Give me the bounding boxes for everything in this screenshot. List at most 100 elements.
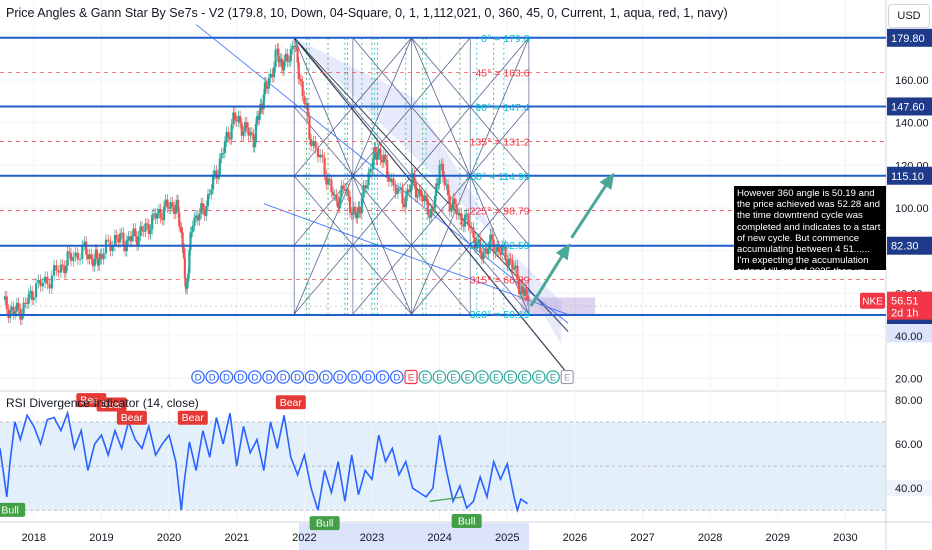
cycle-marker-up[interactable] (517, 370, 532, 384)
price-candle (525, 289, 528, 296)
price-candle (277, 48, 280, 62)
price-candle (178, 212, 181, 227)
bull-signal-badge[interactable] (0, 502, 26, 517)
price-candle (457, 212, 460, 215)
cycle-marker-up[interactable] (503, 370, 518, 384)
cycle-marker-up[interactable] (446, 370, 461, 384)
price-tick-label: 100.00 (895, 203, 929, 215)
price-candle (68, 251, 71, 254)
bear-signal-badge[interactable] (275, 395, 306, 410)
price-candle (183, 257, 186, 279)
bull-signal-badge[interactable] (451, 513, 482, 528)
price-level-text: 179.80 (891, 33, 925, 45)
forecast-arrow-head[interactable] (555, 242, 571, 261)
cycle-marker-last[interactable] (560, 369, 574, 385)
price-candle (430, 208, 433, 218)
price-candle (66, 251, 69, 266)
price-candle (477, 239, 480, 243)
price-candle (149, 229, 152, 235)
gann-angle-label: 225° = 98.79 (470, 206, 530, 218)
price-candle (201, 203, 205, 210)
price-candle (118, 233, 122, 243)
cycle-marker-down[interactable] (333, 370, 347, 384)
cycle-marker-down[interactable] (347, 370, 361, 384)
price-candle (61, 264, 64, 266)
price-candle (330, 180, 333, 193)
price-candle (81, 245, 84, 260)
signal-label: Bull (458, 515, 476, 527)
price-candle (41, 282, 44, 287)
bear-signal-badge[interactable] (177, 410, 208, 425)
price-candle (406, 189, 409, 196)
price-candle (295, 45, 298, 47)
price-candle (424, 195, 428, 199)
price-candle (441, 163, 445, 177)
bear-signal-badge[interactable] (96, 397, 127, 412)
price-candle (387, 176, 390, 182)
rsi-indicator-title[interactable]: RSI Divergence Indicator (14, close) (6, 396, 199, 410)
price-candle (526, 295, 529, 301)
price-candle (154, 213, 157, 219)
time-tick-label: 2030 (833, 532, 857, 544)
price-candle (175, 199, 179, 205)
currency-button[interactable]: USD (888, 4, 930, 28)
cycle-marker-label: E (465, 373, 471, 384)
price-candle (245, 122, 248, 128)
gann-angle-label: 135° = 131.2 (470, 136, 530, 148)
cycle-marker-down[interactable] (262, 370, 276, 384)
price-candle (59, 264, 62, 273)
cycle-marker-up[interactable] (432, 370, 447, 384)
cycle-marker-up[interactable] (531, 370, 546, 384)
cycle-marker-label: D (308, 373, 315, 384)
price-candle (208, 193, 211, 195)
cycle-marker-down[interactable] (290, 370, 305, 384)
price-candle (516, 265, 519, 281)
cycle-marker-up[interactable] (460, 370, 475, 384)
cycle-marker-down[interactable] (233, 370, 248, 384)
price-candle (421, 196, 424, 202)
price-candle (93, 258, 96, 267)
cycle-marker-pivot[interactable] (404, 369, 418, 385)
cycle-marker-up[interactable] (489, 370, 503, 384)
price-candle (146, 223, 149, 225)
price-candle (242, 131, 245, 136)
time-tick-label: 2020 (157, 532, 181, 544)
price-candle (325, 175, 328, 185)
price-candle (294, 46, 297, 48)
symbol-tag-text: NKE (862, 297, 883, 308)
price-candle (274, 49, 277, 67)
price-candle (484, 248, 487, 252)
price-candle (293, 45, 296, 47)
price-candle (403, 203, 406, 208)
indicator-title[interactable]: Price Angles & Gann Star By Se7s - V2 (1… (6, 6, 728, 20)
price-candle (117, 239, 120, 243)
price-candle (190, 231, 193, 233)
price-candle (496, 246, 499, 252)
cycle-marker-down[interactable] (219, 370, 234, 384)
cycle-marker-down[interactable] (248, 370, 262, 384)
cycle-marker-up[interactable] (546, 370, 560, 384)
price-candle (253, 142, 256, 148)
cycle-marker-down[interactable] (191, 370, 205, 384)
signal-label: Bear (182, 412, 205, 424)
cycle-marker-up[interactable] (475, 370, 489, 384)
cycle-marker-down[interactable] (389, 370, 404, 384)
price-candle (189, 232, 192, 251)
price-candle (10, 306, 13, 311)
cycle-marker-up[interactable] (418, 370, 432, 384)
cycle-marker-down[interactable] (361, 370, 376, 384)
cycle-marker-down[interactable] (375, 370, 390, 384)
countdown-text: 2d 1h (891, 308, 919, 320)
cycle-marker-down[interactable] (318, 370, 333, 384)
cycle-marker-down[interactable] (304, 370, 319, 384)
forecast-arrow[interactable] (570, 175, 614, 239)
bull-signal-badge[interactable] (309, 516, 340, 531)
price-candle (365, 185, 369, 189)
cycle-marker-down[interactable] (205, 370, 219, 384)
price-candle (519, 291, 522, 295)
annotation-note[interactable]: However 360 angle is 50.19 and the price… (734, 186, 886, 270)
bear-signal-badge[interactable] (116, 410, 147, 425)
cycle-marker-down[interactable] (276, 370, 290, 384)
forecast-arrow-head[interactable] (599, 172, 615, 190)
